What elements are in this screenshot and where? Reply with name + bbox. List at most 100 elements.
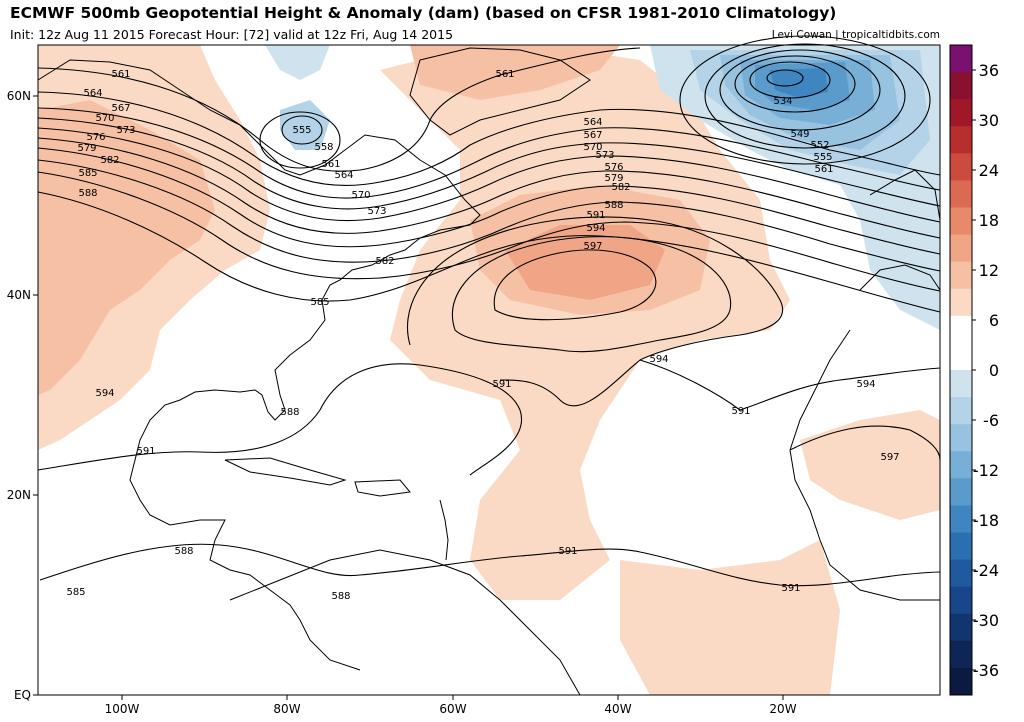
contour-label: 555 [292, 125, 311, 136]
colorbar-labels: 36 30 24 18 12 6 0 -6 -12 -18 -24 -30 -36 [973, 61, 999, 680]
lon-label: 80W [273, 702, 300, 716]
contour-line [749, 61, 831, 99]
positive-anomaly-west-inner [38, 100, 215, 395]
contour-line [451, 236, 732, 353]
contour-label: 594 [856, 379, 875, 390]
colorbar-swatch [950, 180, 972, 208]
colorbar-swatch [950, 640, 972, 669]
greenland-coast [409, 47, 591, 136]
colorbar-label: -12 [973, 461, 999, 480]
contour-label: 582 [375, 256, 394, 267]
contour-label: 582 [611, 182, 630, 193]
iberia-coast [859, 264, 941, 291]
africa-coast [789, 329, 940, 601]
contour-label: 561 [321, 159, 340, 170]
contour-label: 573 [367, 206, 386, 217]
contour-line [37, 137, 941, 239]
contour-label: 591 [781, 583, 800, 594]
positive-anomaly-atlantic [380, 48, 790, 600]
colorbar-label: 0 [989, 361, 999, 380]
contour-label: 591 [731, 406, 750, 417]
colorbar-label: -36 [973, 661, 999, 680]
contour-label: 561 [495, 69, 514, 80]
colorbar-swatch [950, 153, 972, 181]
contour-label: 597 [583, 241, 602, 252]
colorbar-label: 30 [979, 111, 999, 130]
colorbar-label: -18 [973, 511, 999, 530]
contour-label: 570 [351, 190, 370, 201]
colorbar-swatch [950, 126, 972, 154]
colorbar-label: 36 [979, 61, 999, 80]
contour-label: 558 [314, 142, 333, 153]
contour-line [734, 55, 856, 113]
contour-line [37, 363, 523, 476]
contour-label: 591 [492, 379, 511, 390]
contour-line [493, 249, 657, 321]
colorbar-swatch [950, 370, 972, 398]
europe-coast [869, 169, 941, 221]
contour-label: 588 [331, 591, 350, 602]
contour-label: 588 [78, 188, 97, 199]
contour-line [406, 216, 783, 407]
contour-label: 591 [586, 210, 605, 221]
colorbar-swatch [950, 424, 972, 452]
contour-line [37, 171, 941, 292]
colorbar-label: -24 [973, 561, 999, 580]
colorbar-swatch [950, 559, 972, 588]
contour-label: 567 [111, 103, 130, 114]
colorbar-swatch [950, 315, 972, 344]
contour-label: 552 [810, 140, 829, 151]
contour-label: 573 [116, 125, 135, 136]
contour-line [39, 543, 941, 587]
map-subtitle: Init: 12z Aug 11 2015 Forecast Hour: [72… [10, 27, 454, 42]
colorbar-swatch [950, 532, 972, 561]
lesser-antilles [439, 499, 449, 561]
contour-label: 597 [880, 452, 899, 463]
contour-label: 588 [604, 200, 623, 211]
contour-label: 573 [595, 150, 614, 161]
contour-line [37, 127, 941, 223]
colorbar-label: -6 [983, 411, 999, 430]
colorbar-swatch [950, 451, 972, 479]
contour-label: 594 [95, 388, 114, 399]
colorbar-label: 6 [989, 311, 999, 330]
contour-label: 567 [583, 130, 602, 141]
contour-label: 561 [111, 69, 130, 80]
contour-line [37, 91, 941, 187]
contour-label: 564 [334, 170, 353, 181]
contour-label: 570 [583, 142, 602, 153]
contour-label: 570 [95, 113, 114, 124]
credit-text: Levi Cowan | tropicaltidbits.com [771, 29, 940, 41]
lon-label: 40W [604, 702, 631, 716]
contour-label: 585 [78, 168, 97, 179]
contour-line [704, 43, 906, 149]
contour-label: 576 [604, 162, 623, 173]
colorbar-swatch [950, 586, 972, 615]
contour-label: 534 [773, 96, 792, 107]
colorbar-swatch [950, 45, 972, 73]
colorbar-label: 12 [979, 261, 999, 280]
height-contours [37, 35, 941, 587]
lon-label: 60W [439, 702, 466, 716]
contour-label: 588 [280, 407, 299, 418]
map-frame [37, 44, 941, 696]
contour-label: 564 [83, 88, 102, 99]
contour-label: 561 [814, 164, 833, 175]
colorbar-swatch [950, 207, 972, 236]
colorbar-label: 18 [979, 211, 999, 230]
colorbar-swatch [950, 667, 972, 696]
colorbar-swatch [950, 288, 972, 317]
coastlines [37, 47, 941, 696]
contour-label: 594 [649, 354, 668, 365]
colorbar-swatch [950, 613, 972, 642]
colorbar-swatch [950, 397, 972, 425]
contour-line [639, 359, 941, 411]
lat-label: 40N [7, 288, 31, 302]
map-title: ECMWF 500mb Geopotential Height & Anomal… [10, 4, 837, 22]
colorbar-swatch [950, 234, 972, 263]
contour-label: 564 [583, 117, 602, 128]
negative-anomaly-hudson [265, 45, 330, 80]
contour-line [719, 49, 881, 131]
positive-anomaly-core [505, 225, 665, 300]
lon-label: 100W [105, 702, 140, 716]
